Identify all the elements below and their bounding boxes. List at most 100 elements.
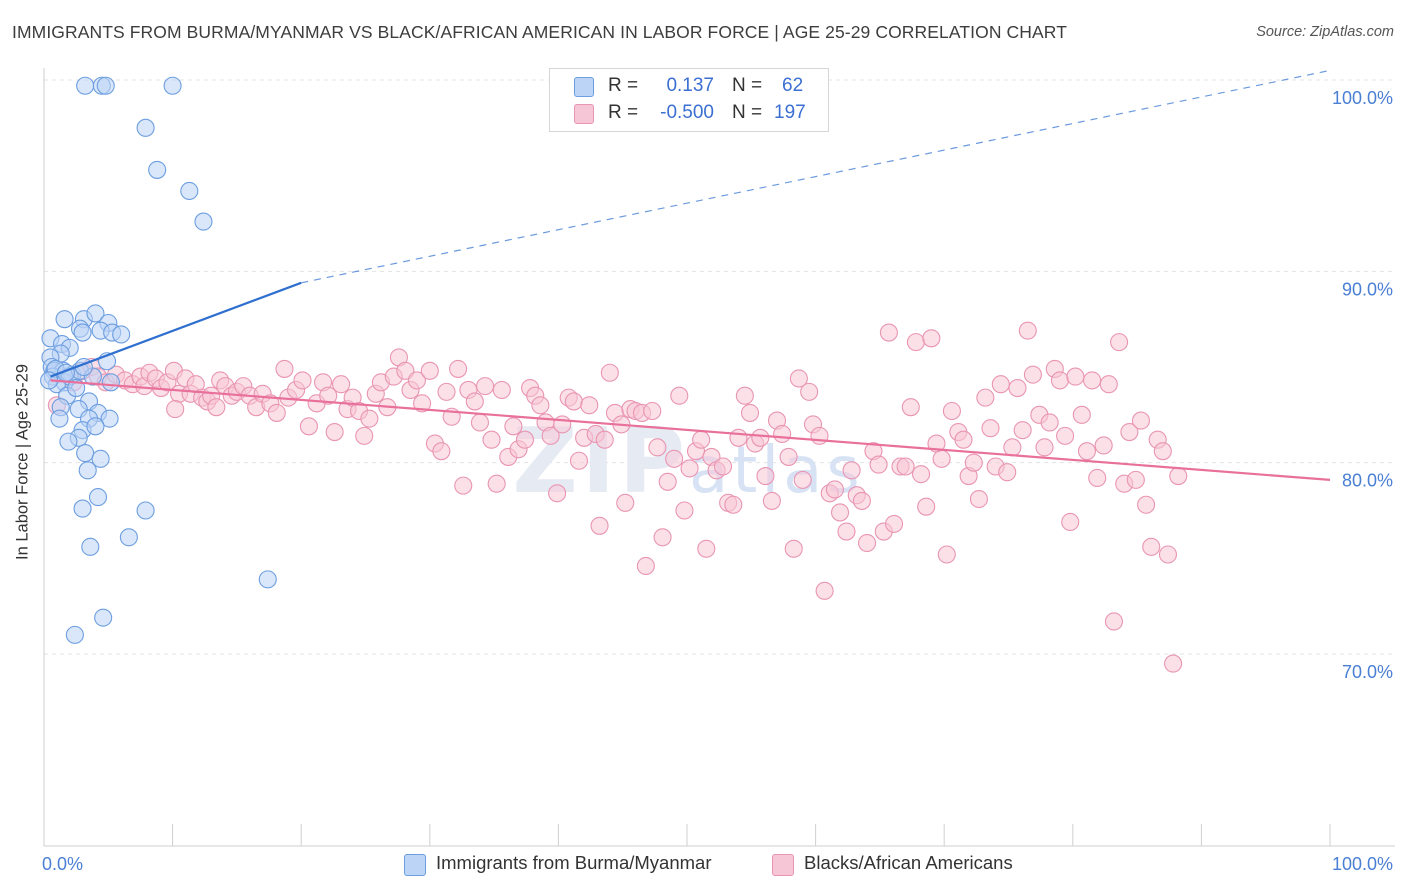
blacks-point	[413, 394, 432, 413]
burma-point	[148, 160, 167, 179]
blacks-point	[487, 474, 506, 493]
burma-point	[76, 76, 95, 95]
blacks-point	[937, 545, 956, 564]
burma-point	[78, 461, 97, 480]
bottom-legend: Immigrants from Burma/Myanmar Blacks/Afr…	[0, 852, 1406, 878]
blacks-point	[1104, 612, 1124, 631]
blacks-point	[299, 417, 318, 436]
burma-point	[86, 417, 105, 436]
burma-point	[136, 118, 155, 137]
burma-point	[81, 537, 100, 556]
blacks-point	[1153, 442, 1172, 461]
blacks-point	[396, 361, 415, 380]
series-blacks-points	[47, 321, 1188, 673]
burma-point	[163, 76, 182, 95]
blacks-point	[166, 400, 185, 419]
blacks-point	[825, 480, 844, 499]
legend-r-label: R =	[608, 75, 639, 96]
blacks-point	[869, 455, 888, 474]
blacks-point	[1077, 442, 1096, 461]
bottom-legend-swatch-blacks	[772, 854, 794, 876]
blacks-point	[207, 398, 226, 417]
blacks-point	[830, 503, 850, 522]
blacks-point	[1137, 495, 1156, 514]
blacks-point	[842, 461, 861, 480]
blacks-point	[932, 449, 951, 468]
blacks-point	[360, 409, 379, 428]
blacks-point	[1013, 421, 1032, 440]
series-burma-points	[40, 76, 277, 644]
legend-swatch-burma	[574, 77, 594, 97]
blacks-point	[476, 377, 495, 396]
blacks-point	[1003, 438, 1022, 457]
blacks-point	[1110, 333, 1129, 352]
blacks-point	[906, 333, 925, 352]
blacks-point	[852, 491, 871, 510]
blacks-point	[1099, 375, 1118, 394]
blacks-point	[751, 428, 770, 447]
blacks-point	[492, 380, 511, 400]
blacks-point	[600, 363, 619, 382]
source-note: Source: ZipAtlas.com	[1256, 24, 1394, 40]
y-tick-label: 70.0%	[1342, 662, 1393, 682]
blacks-point	[675, 501, 694, 520]
bottom-legend-label-burma: Immigrants from Burma/Myanmar	[436, 852, 712, 873]
burma-point	[86, 304, 105, 323]
blacks-point	[332, 375, 351, 394]
burma-point	[258, 570, 277, 589]
burma-point	[65, 625, 84, 644]
blacks-point	[636, 556, 655, 576]
burma-point	[88, 488, 108, 507]
blacks-point	[981, 419, 1000, 438]
y-tick-label: 80.0%	[1342, 471, 1393, 491]
blacks-trend-line	[50, 379, 1331, 481]
blacks-point	[658, 472, 677, 491]
legend-n-value: 62	[782, 75, 804, 96]
blacks-point	[1035, 438, 1054, 457]
y-tick-label: 100.0%	[1332, 88, 1393, 108]
blacks-point	[1056, 426, 1075, 445]
legend-box: R = 0.137 N = 62 R = -0.500 N = 197	[549, 68, 829, 132]
blacks-point	[580, 396, 599, 415]
blacks-point	[1131, 411, 1151, 430]
blacks-point	[1120, 423, 1139, 442]
blacks-point	[884, 514, 904, 533]
blacks-point	[815, 581, 834, 600]
blacks-point	[407, 371, 426, 390]
y-axis-title-wrap: In Labor Force | Age 25-29	[8, 0, 38, 892]
blacks-point	[531, 396, 550, 415]
blacks-point	[482, 430, 501, 449]
blacks-point	[735, 386, 754, 405]
blacks-point	[465, 392, 484, 411]
blacks-point	[762, 491, 781, 510]
burma-point	[50, 409, 69, 428]
blacks-point	[1142, 537, 1161, 556]
blacks-point	[740, 403, 760, 422]
blacks-point	[1008, 378, 1027, 398]
burma-point	[76, 444, 95, 463]
burma-point	[180, 181, 199, 201]
burma-point	[101, 373, 120, 392]
axes	[43, 68, 1395, 847]
blacks-point	[1018, 321, 1037, 340]
blacks-point	[779, 447, 798, 466]
burma-point	[55, 310, 74, 329]
blacks-point	[355, 426, 374, 445]
blacks-point	[515, 430, 535, 449]
blacks-point	[729, 428, 748, 447]
blacks-point	[548, 484, 567, 503]
blacks-point	[964, 453, 983, 472]
blacks-point	[1094, 436, 1113, 455]
blacks-point	[901, 398, 920, 417]
burma-point	[96, 76, 115, 95]
blacks-point	[793, 470, 812, 489]
blacks-point	[1040, 413, 1059, 432]
blacks-point	[449, 359, 468, 378]
blacks-point	[800, 382, 819, 401]
burma-point	[119, 528, 138, 547]
blacks-point	[432, 442, 451, 461]
blacks-point	[648, 438, 667, 457]
burma-point	[59, 432, 78, 451]
blacks-point	[942, 401, 961, 421]
